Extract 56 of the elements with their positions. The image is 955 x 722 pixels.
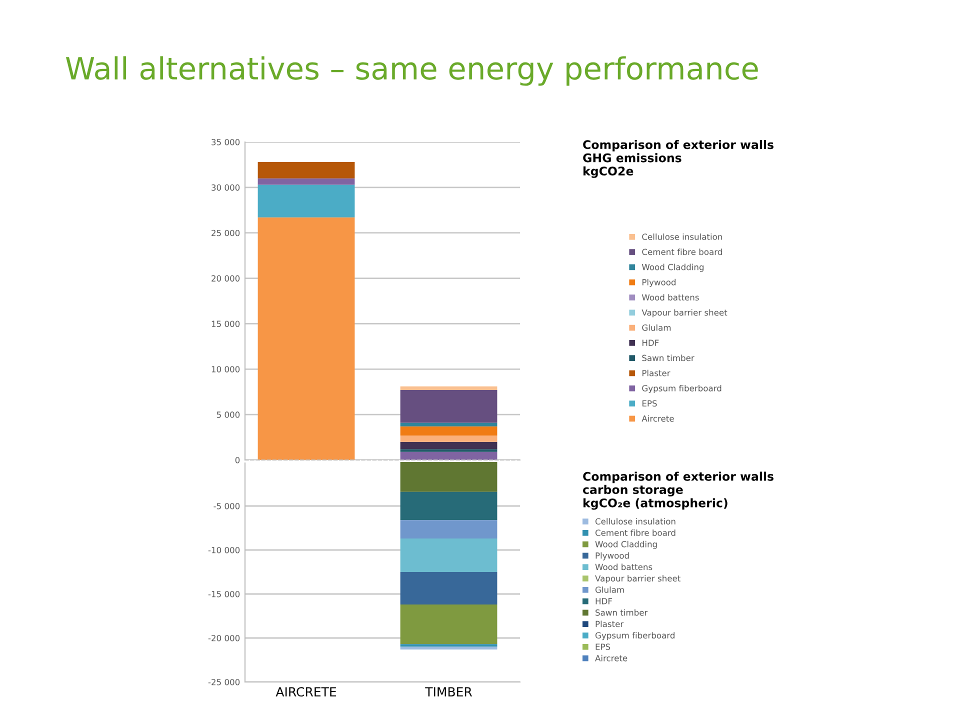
legend-label: Cement fibre board xyxy=(595,529,676,536)
y-tick-label: 35 000 xyxy=(212,138,240,146)
y-tick-label: 15 000 xyxy=(212,320,240,327)
bar xyxy=(400,390,498,423)
legend-label: Cement fibre board xyxy=(642,248,722,256)
y-tick-label: -20 000 xyxy=(208,634,240,642)
legend-label: Plywood xyxy=(642,278,676,287)
legend-label: Glulam xyxy=(642,324,671,331)
bar xyxy=(400,422,498,426)
y-tick-label: 30 000 xyxy=(212,184,240,191)
legend-label: Sawn timber xyxy=(642,354,694,362)
legend-label: Cellulose insulation xyxy=(642,233,722,240)
x-tick-label: TIMBER xyxy=(425,687,472,696)
chart-title: Wall alternatives – same energy performance xyxy=(66,56,758,86)
legend-label: Sawn timber xyxy=(596,609,648,616)
legend-label: Wood Cladding xyxy=(642,264,704,272)
legend-label: Aircrete xyxy=(642,415,674,422)
legend-label: EPS xyxy=(596,644,610,650)
bar xyxy=(400,442,498,450)
legend-label: Vapour barrier sheet xyxy=(642,309,728,318)
legend-label: HDF xyxy=(642,340,659,346)
y-tick-label: -15 000 xyxy=(208,590,240,598)
legend-label: Plaster xyxy=(596,620,624,628)
legend-label: Gypsum fiberboard xyxy=(642,384,722,394)
x-tick-label: AIRCRETE xyxy=(276,687,336,697)
bar xyxy=(258,184,355,218)
bar xyxy=(258,162,355,178)
bar xyxy=(400,435,498,442)
legend-label: EPS xyxy=(642,400,657,407)
legend-title: Comparison of exterior walls carbon storage kgCO₂e (atmospheric) xyxy=(583,472,774,510)
y-tick-label: 10 000 xyxy=(212,366,240,372)
legend-label: Aircrete xyxy=(595,654,628,662)
y-tick-label: 25 000 xyxy=(212,230,240,236)
bar xyxy=(258,217,355,460)
legend-label: HDF xyxy=(596,598,612,604)
y-tick-label: 20 000 xyxy=(212,275,240,282)
bar xyxy=(258,178,355,185)
legend-label: Glulam xyxy=(595,586,624,593)
y-tick-label: -25 000 xyxy=(208,678,240,686)
legend-label: Cellulose insulation xyxy=(595,518,676,525)
legend-label: Wood Cladding xyxy=(595,540,657,549)
y-tick-label: 5 000 xyxy=(216,412,240,418)
legend-label: Gypsum fiberboard xyxy=(595,632,674,640)
legend-label: Plywood xyxy=(596,552,629,560)
y-tick-label: -5 000 xyxy=(214,502,240,510)
bar xyxy=(400,449,498,452)
y-tick-label: -10 000 xyxy=(208,546,240,554)
bar xyxy=(400,452,498,460)
legend-label: Wood battens xyxy=(642,294,699,301)
y-tick-label: 0 xyxy=(235,456,240,464)
bar xyxy=(400,426,498,436)
legend-label: Plaster xyxy=(642,370,670,376)
legend-label: Vapour barrier sheet xyxy=(595,575,680,584)
bar xyxy=(400,386,498,390)
legend-label: Wood battens xyxy=(595,564,652,570)
legend-title: Comparison of exterior walls GHG emissions kgCO2e xyxy=(583,140,774,178)
